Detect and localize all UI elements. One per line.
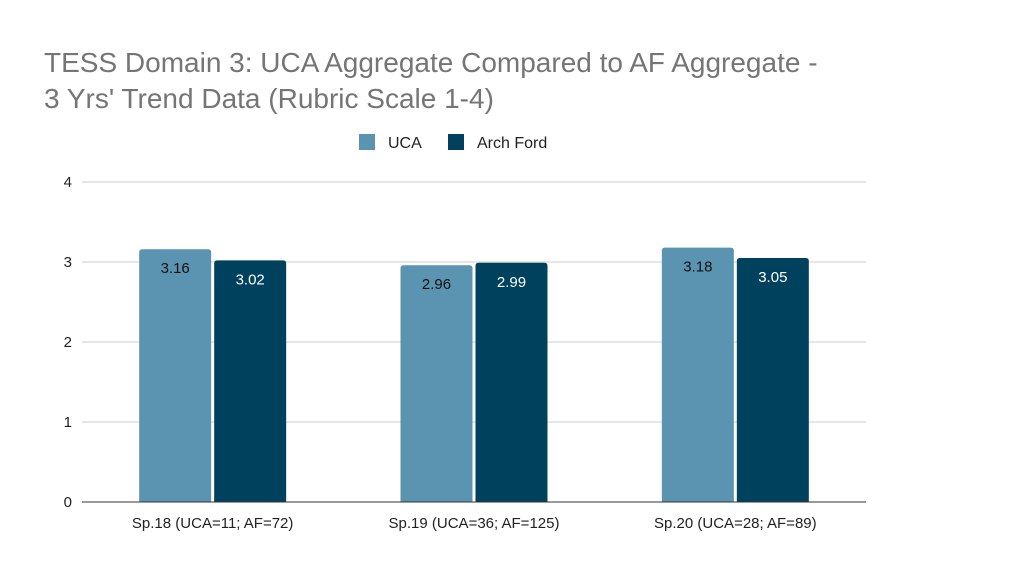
y-tick-label: 3 — [64, 254, 72, 271]
y-axis-ticks: 0 1 2 3 4 — [64, 174, 72, 511]
bars — [139, 247, 809, 502]
legend-swatch-uca — [359, 134, 375, 150]
chart-title: TESS Domain 3: UCA Aggregate Compared to… — [44, 47, 818, 114]
x-category-label: Sp.20 (UCA=28; AF=89) — [654, 515, 817, 532]
bar-arch-ford-2 — [475, 262, 548, 502]
data-label: 3.05 — [758, 269, 787, 286]
data-label: 3.16 — [161, 260, 190, 277]
legend-swatch-arch-ford — [448, 134, 464, 150]
legend-label-arch-ford: Arch Ford — [477, 135, 547, 152]
x-category-label: Sp.19 (UCA=36; AF=125) — [389, 515, 560, 532]
chart-title-line-2: 3 Yrs' Trend Data (Rubric Scale 1-4) — [44, 83, 494, 114]
bar-arch-ford-3 — [736, 258, 809, 502]
data-label: 2.99 — [497, 274, 526, 291]
legend-label-uca: UCA — [388, 135, 422, 152]
bar-uca-1 — [139, 249, 212, 502]
x-category-label: Sp.18 (UCA=11; AF=72) — [132, 515, 293, 532]
data-label: 3.18 — [683, 259, 712, 276]
chart-title-line-1: TESS Domain 3: UCA Aggregate Compared to… — [44, 47, 818, 78]
data-labels: 3.16 3.02 2.96 2.99 3.18 3.05 — [161, 259, 788, 294]
y-tick-label: 0 — [64, 494, 72, 511]
bar-uca-2 — [400, 265, 473, 502]
data-label: 3.02 — [236, 271, 265, 288]
y-tick-label: 2 — [64, 334, 72, 351]
legend: UCA Arch Ford — [359, 134, 547, 152]
bar-arch-ford-1 — [214, 260, 287, 502]
data-label: 2.96 — [422, 276, 451, 293]
y-tick-label: 4 — [64, 174, 72, 191]
bar-uca-3 — [661, 247, 734, 502]
x-axis-categories: Sp.18 (UCA=11; AF=72) Sp.19 (UCA=36; AF=1… — [132, 515, 817, 532]
gridlines — [82, 181, 866, 423]
y-tick-label: 1 — [64, 414, 72, 431]
